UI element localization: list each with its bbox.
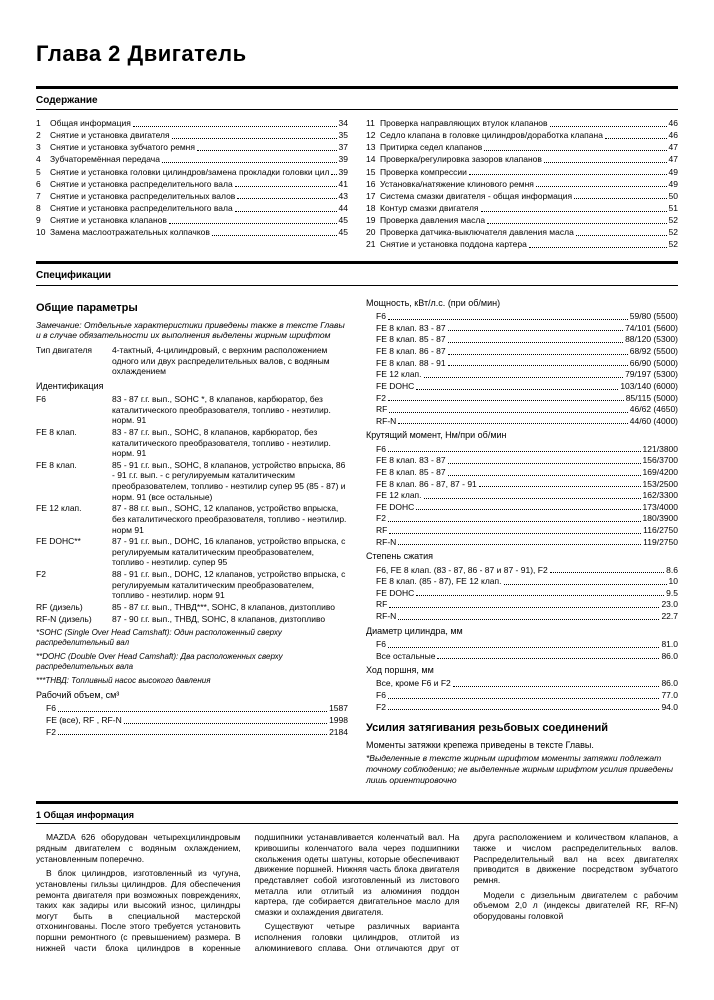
spec-row: F61587 xyxy=(36,703,348,714)
toc-entry: 16Установка/натяжение клинового ремня49 xyxy=(366,179,678,190)
torque-h: Крутящий момент, Нм/при об/мин xyxy=(366,430,678,441)
tight-h: Усилия затягивания резьбовых соединений xyxy=(366,722,678,736)
toc-entry: 11Проверка направляющих втулок клапанов4… xyxy=(366,118,678,129)
section1-heading: 1 Общая информация xyxy=(36,810,678,821)
spec-row: FE DOHC103/140 (6000) xyxy=(366,381,678,392)
spec-row: FE 8 клап. 86 - 8768/92 (5500) xyxy=(366,346,678,357)
spec-row: FE DOHC173/4000 xyxy=(366,502,678,513)
body-para: Модели с дизельным двигателем с рабочим … xyxy=(473,890,678,922)
spec-row: RF-N22.7 xyxy=(366,611,678,622)
toc-entry: 9Снятие и установка клапанов45 xyxy=(36,215,348,226)
toc-entry: 5Снятие и установка головки цилиндров/за… xyxy=(36,167,348,178)
spec-row: FE 12 клап.87 - 88 г.г. вып., SOHC, 12 к… xyxy=(36,503,348,535)
toc-entry: 7Снятие и установка распределительных ва… xyxy=(36,191,348,202)
spec-row: F681.0 xyxy=(366,639,678,650)
spec-row: FE 8 клап.83 - 87 г.г. вып., SOHC, 8 кла… xyxy=(36,427,348,459)
toc-entry: 14Проверка/регулировка зазоров клапанов4… xyxy=(366,154,678,165)
spec-row: FE DOHC**87 - 91 г.г. вып., DOHC, 16 кла… xyxy=(36,536,348,568)
toc-entry: 12Седло клапана в головке цилиндров/дора… xyxy=(366,130,678,141)
footnote: **DOHC (Double Over Head Camshaft): Два … xyxy=(36,652,348,672)
toc-entry: 20Проверка датчика-выключателя давления … xyxy=(366,227,678,238)
spec-row: F6121/3800 xyxy=(366,444,678,455)
spec-row: FE 8 клап. (85 - 87), FE 12 клап.10 xyxy=(366,576,678,587)
spec-row: FE 12 клап.79/197 (5300) xyxy=(366,369,678,380)
toc-entry: 21Снятие и установка поддона картера52 xyxy=(366,239,678,250)
divider xyxy=(36,801,678,804)
spec-row: F285/115 (5000) xyxy=(366,393,678,404)
spec-row: F22184 xyxy=(36,727,348,738)
spec-row: FE (все), RF , RF-N1998 xyxy=(36,715,348,726)
tight-note: *Выделенные в тексте жирным шрифтом моме… xyxy=(366,753,678,785)
power-h: Мощность, кВт/л.с. (при об/мин) xyxy=(366,298,678,309)
engine-type-k: Тип двигателя xyxy=(36,345,112,356)
specs: Общие параметры Замечание: Отдельные хар… xyxy=(36,294,678,789)
comp-h: Степень сжатия xyxy=(366,551,678,562)
toc-entry: 15Проверка компрессии49 xyxy=(366,167,678,178)
toc-entry: 6Снятие и установка распределительного в… xyxy=(36,179,348,190)
spec-row: F677.0 xyxy=(366,690,678,701)
spec-row: RF46/62 (4650) xyxy=(366,404,678,415)
spec-row: F683 - 87 г.г. вып., SOHC *, 8 клапанов,… xyxy=(36,394,348,426)
spec-row: RF-N119/2750 xyxy=(366,537,678,548)
spec-label: Спецификации xyxy=(36,270,678,283)
spec-row: FE 8 клап. 85 - 87169/4200 xyxy=(366,467,678,478)
toc-entry: 4Зубчаторемённая передача39 xyxy=(36,154,348,165)
engine-type-v: 4-тактный, 4-цилиндровый, с верхним расп… xyxy=(112,345,348,377)
toc-entry: 2Снятие и установка двигателя35 xyxy=(36,130,348,141)
chapter-title: Глава 2 Двигатель xyxy=(36,40,678,68)
divider xyxy=(36,261,678,264)
spec-row: F2180/3900 xyxy=(366,513,678,524)
spec-row: FE 8 клап.85 - 91 г.г. вып., SOHC, 8 кла… xyxy=(36,460,348,503)
vol-h: Рабочий объем, см³ xyxy=(36,690,348,701)
toc-entry: 18Контур смазки двигателя51 xyxy=(366,203,678,214)
spec-row: RF (дизель)85 - 87 г.г. вып., ТНВД***, S… xyxy=(36,602,348,613)
spec-row: Все, кроме F6 и F286.0 xyxy=(366,678,678,689)
common-params-h: Общие параметры xyxy=(36,302,348,316)
toc-entry: 1Общая информация34 xyxy=(36,118,348,129)
tight-sub: Моменты затяжки крепежа приведены в текс… xyxy=(366,740,678,751)
ident-k: Идентификация xyxy=(36,381,348,392)
divider xyxy=(36,285,678,286)
spec-row: F288 - 91 г.г. вып., DOHC, 12 клапанов, … xyxy=(36,569,348,601)
spec-row: F294.0 xyxy=(366,702,678,713)
divider xyxy=(36,109,678,110)
divider xyxy=(36,86,678,89)
diam-h: Диаметр цилиндра, мм xyxy=(366,626,678,637)
spec-row: FE DOHC9.5 xyxy=(366,588,678,599)
footnote: ***ТНВД: Топливный насос высокого давлен… xyxy=(36,676,348,686)
spec-row: RF116/2750 xyxy=(366,525,678,536)
spec-row: FE 8 клап. 83 - 87156/3700 xyxy=(366,455,678,466)
toc-entry: 8Снятие и установка распределительного в… xyxy=(36,203,348,214)
spec-row: FE 8 клап. 83 - 8774/101 (5600) xyxy=(366,323,678,334)
spec-row: FE 8 клап. 85 - 8788/120 (5300) xyxy=(366,334,678,345)
spec-note: Замечание: Отдельные характеристики прив… xyxy=(36,320,348,341)
body-para: MAZDA 626 оборудован четырехцилиндровым … xyxy=(36,832,241,864)
divider xyxy=(36,823,678,824)
toc: 1Общая информация342Снятие и установка д… xyxy=(36,118,678,251)
spec-row: FE 8 клап. 86 - 87, 87 - 91153/2500 xyxy=(366,479,678,490)
toc-entry: 17Система смазки двигателя - общая инфор… xyxy=(366,191,678,202)
footnote: *SOHC (Single Over Head Camshaft): Один … xyxy=(36,628,348,648)
spec-row: FE 12 клап.162/3300 xyxy=(366,490,678,501)
toc-entry: 10Замена маслоотражательных колпачков45 xyxy=(36,227,348,238)
spec-row: RF-N (дизель)87 - 90 г.г. вып., ТНВД, SO… xyxy=(36,614,348,625)
spec-row: FE 8 клап. 88 - 9166/90 (5000) xyxy=(366,358,678,369)
stroke-h: Ход поршня, мм xyxy=(366,665,678,676)
toc-entry: 19Проверка давления масла52 xyxy=(366,215,678,226)
spec-row: RF-N44/60 (4000) xyxy=(366,416,678,427)
toc-label: Содержание xyxy=(36,95,678,108)
spec-row: F6, FE 8 клап. (83 - 87, 86 - 87 и 87 - … xyxy=(366,565,678,576)
toc-entry: 3Снятие и установка зубчатого ремня37 xyxy=(36,142,348,153)
body-text: MAZDA 626 оборудован четырехцилиндровым … xyxy=(36,832,678,953)
spec-row: F659/80 (5500) xyxy=(366,311,678,322)
spec-row: Все остальные86.0 xyxy=(366,651,678,662)
toc-entry: 13Притирка седел клапанов47 xyxy=(366,142,678,153)
spec-row: RF23.0 xyxy=(366,599,678,610)
